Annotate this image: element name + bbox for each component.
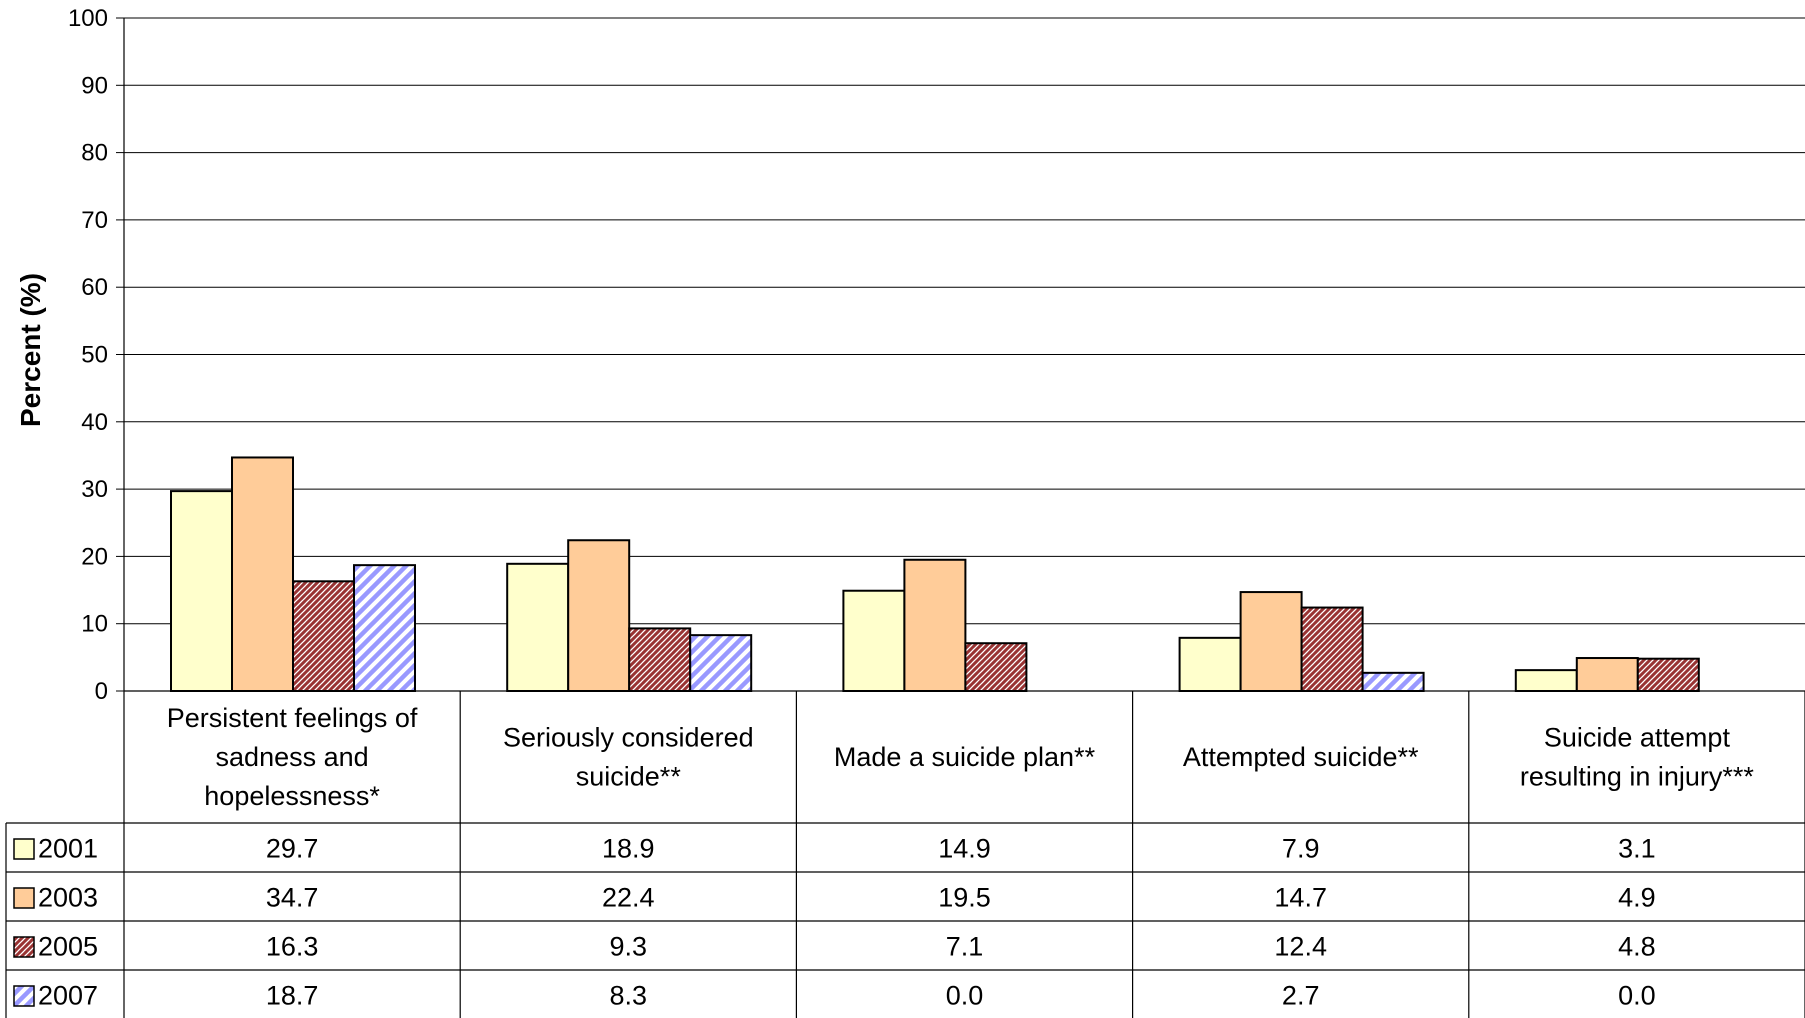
bar-2005-3 [964,642,1028,692]
legend-label: 2001 [38,834,98,864]
y-tick-label: 60 [81,274,108,301]
y-tick-label: 0 [95,678,108,705]
legend-label: 2003 [38,883,98,913]
bar-2003-2 [567,539,631,692]
data-label: 14.7 [1274,883,1327,913]
category-label: Attempted suicide** [1183,742,1419,772]
data-label: 2.7 [1282,981,1320,1011]
y-tick-label: 30 [81,476,108,503]
data-label: 9.3 [610,932,648,962]
data-label: 18.9 [602,834,655,864]
legend-key-2007 [13,985,35,1007]
category-label-line: Seriously considered [503,723,754,753]
data-label: 4.9 [1618,883,1656,913]
data-label: 0.0 [1618,981,1656,1011]
data-label: 4.8 [1618,932,1656,962]
data-label: 22.4 [602,883,655,913]
bar-2001-3 [842,589,906,693]
y-tick-labels: 0 10 20 30 40 50 60 70 80 90 100 [68,5,124,705]
category-label-line: Made a suicide plan** [834,742,1096,772]
legend-label: 2005 [38,932,98,962]
bar-2001-4 [1178,636,1242,693]
data-label: 7.9 [1282,834,1320,864]
y-tick-label: 70 [81,207,108,234]
bar-2003-1 [231,456,294,692]
category-label-line: resulting in injury*** [1520,762,1755,792]
bars [170,456,1700,693]
gridlines [124,17,1805,625]
category-label: Seriously considered suicide** [503,723,754,792]
data-label: 8.3 [610,981,648,1011]
y-tick-label: 100 [68,5,108,32]
category-label: Persistent feelings of sadness and hopeles… [167,703,418,811]
data-label: 0.0 [946,981,984,1011]
bar-2003-3 [903,558,967,693]
bar-2005-4 [1300,606,1364,692]
y-tick-label: 40 [81,409,108,436]
data-table: Persistent feelings of sadness and hopeles… [5,690,1805,1018]
y-tick-label: 80 [81,140,108,167]
legend-key-2005 [13,936,35,958]
data-label: 7.1 [946,932,984,962]
legend-key-2003 [13,887,35,909]
bar-2007-2 [689,634,753,692]
data-label: 3.1 [1618,834,1656,864]
data-label: 16.3 [266,932,319,962]
y-tick-label: 20 [81,543,108,570]
legend-key-2001 [13,838,35,860]
category-label-line: hopelessness* [204,781,380,811]
category-label: Suicide attempt resulting in injury*** [1520,723,1755,792]
y-tick-label: 10 [81,611,108,638]
bar-2001-1 [170,490,233,692]
data-label: 19.5 [938,883,991,913]
bar-2001-5 [1514,669,1578,693]
plot-area: 0 10 20 30 40 50 60 70 80 90 100 [68,5,1805,705]
y-axis-label: Percent (%) [15,273,46,427]
legend-label: 2007 [38,981,98,1011]
data-label: 34.7 [266,883,319,913]
category-label-line: Attempted suicide** [1183,742,1419,772]
category-label-line: suicide** [576,762,682,792]
data-label: 14.9 [938,834,991,864]
data-label: 12.4 [1274,932,1327,962]
bar-2003-5 [1575,657,1639,693]
data-label: 29.7 [266,834,319,864]
bar-2005-5 [1636,657,1700,692]
category-label: Made a suicide plan** [834,742,1096,772]
bar-2007-4 [1361,671,1425,692]
y-tick-label: 50 [81,342,108,369]
bar-2005-1 [292,580,355,693]
bar-2007-1 [353,564,416,692]
category-label-line: Persistent feelings of [167,703,418,733]
bar-2005-2 [628,627,692,693]
y-tick-label: 90 [81,72,108,99]
category-label-line: Suicide attempt [1544,723,1731,753]
bar-2001-2 [506,562,570,692]
bar-2003-4 [1239,591,1303,692]
category-label-line: sadness and [216,742,369,772]
data-label: 18.7 [266,981,319,1011]
